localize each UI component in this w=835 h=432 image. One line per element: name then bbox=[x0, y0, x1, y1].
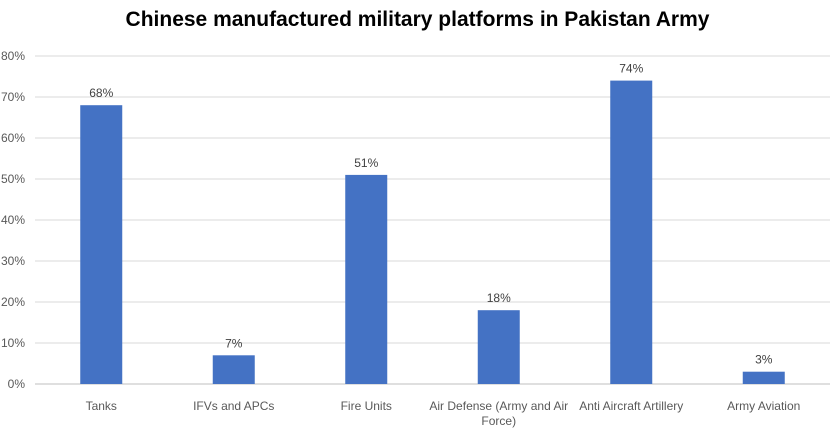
gridlines bbox=[35, 55, 830, 385]
y-tick-label: 0% bbox=[8, 377, 26, 391]
y-tick-label: 30% bbox=[1, 254, 25, 268]
x-tick-label: Army Aviation bbox=[727, 399, 800, 413]
y-tick-label: 70% bbox=[1, 90, 25, 104]
bars bbox=[80, 80, 785, 384]
x-tick-label: Force) bbox=[481, 414, 516, 428]
y-tick-label: 50% bbox=[1, 172, 25, 186]
y-tick-label: 40% bbox=[1, 213, 25, 227]
bar bbox=[345, 174, 388, 384]
y-tick-label: 60% bbox=[1, 131, 25, 145]
chart-title: Chinese manufactured military platforms … bbox=[125, 8, 710, 31]
bar bbox=[742, 371, 785, 384]
x-tick-label: Fire Units bbox=[341, 399, 392, 413]
x-tick-label: Tanks bbox=[86, 399, 117, 413]
bar bbox=[80, 105, 123, 384]
x-tick-label: Anti Aircraft Artillery bbox=[579, 399, 683, 413]
y-tick-label: 20% bbox=[1, 295, 25, 309]
bar bbox=[477, 310, 520, 384]
data-labels: 68% 7% 51% 18% 74% 3% bbox=[89, 62, 773, 367]
bar bbox=[212, 355, 255, 384]
x-tick-label: IFVs and APCs bbox=[193, 399, 274, 413]
x-axis-ticks: Tanks IFVs and APCs Fire Units Air Defense … bbox=[86, 399, 801, 428]
y-tick-label: 80% bbox=[1, 49, 25, 63]
y-axis-ticks: 0% 10% 20% 30% 40% 50% 60% 70% 80% bbox=[1, 49, 25, 391]
y-tick-label: 10% bbox=[1, 336, 25, 350]
data-label: 68% bbox=[89, 86, 113, 100]
data-label: 51% bbox=[354, 156, 378, 170]
data-label: 3% bbox=[755, 353, 773, 367]
bar bbox=[610, 80, 653, 384]
data-label: 7% bbox=[225, 336, 243, 350]
data-label: 18% bbox=[487, 291, 511, 305]
x-tick-label: Air Defense (Army and Air bbox=[429, 399, 568, 413]
data-label: 74% bbox=[619, 62, 643, 76]
